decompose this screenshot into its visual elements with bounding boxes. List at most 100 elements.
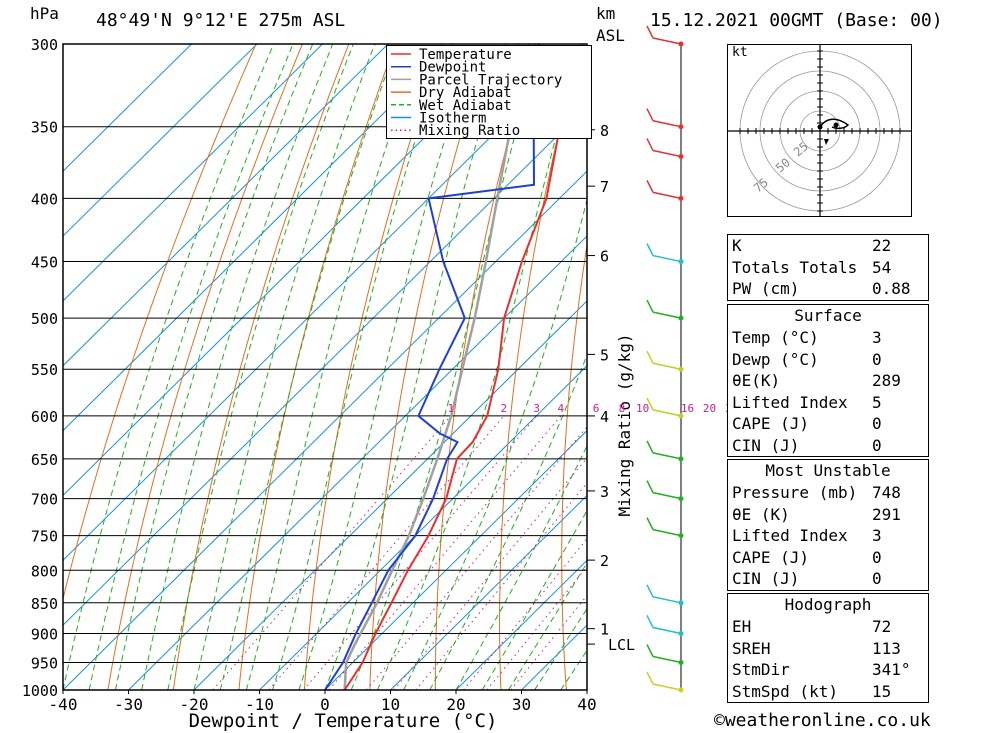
wet-adiabat-line [272, 44, 448, 690]
parcel-trajectory-line [343, 44, 531, 690]
wind-barb-flag [646, 440, 654, 454]
most-unstable-title: Most Unstable [765, 461, 891, 480]
pressure-tick-label: 600 [31, 408, 58, 426]
pressure-tick-label: 850 [31, 595, 58, 613]
wet-adiabat-line [167, 44, 354, 690]
height-tick-label: 2 [600, 552, 609, 570]
index-value: 0 [872, 435, 882, 455]
legend-label: Mixing Ratio [419, 123, 520, 138]
hodograph-unit-label: kt [732, 45, 748, 60]
isotherm-line [455, 559, 587, 690]
index-value: 748 [872, 483, 901, 502]
wet-adiabat-line [114, 44, 314, 690]
height-tick-label: 6 [600, 248, 609, 266]
mixing-ratio-label: 10 [636, 402, 649, 415]
x-tick-label: 30 [512, 695, 531, 714]
location-label: 48°49'N 9°12'E 275m ASL [96, 10, 346, 31]
mixing-ratio-line [366, 425, 587, 690]
wind-barb-flag [646, 397, 654, 411]
wind-level-dot [678, 413, 684, 419]
wind-barb-flag [646, 299, 654, 313]
index-row: PW (cm) 0.88 [728, 278, 928, 300]
wet-adiabat-line [141, 44, 334, 690]
isotherm-line [63, 44, 192, 172]
mixing-ratio-label: 20 [703, 402, 716, 415]
credit-link[interactable]: ©weatheronline.co.uk [714, 710, 931, 731]
pressure-tick-label: 750 [31, 528, 58, 546]
isotherm-line [63, 44, 323, 302]
legend-label: Parcel Trajectory [419, 72, 562, 88]
index-row: CAPE (J) 0 [728, 547, 928, 569]
height-tick-label: 4 [600, 408, 609, 426]
wind-barb-flag [646, 138, 654, 151]
wind-level-dot [678, 41, 684, 47]
x-tick-label: 10 [381, 695, 400, 714]
x-tick-label: -40 [49, 695, 78, 714]
wind-barb [652, 149, 682, 158]
wind-barb [652, 528, 682, 537]
index-row: CAPE (J) 0 [728, 413, 928, 435]
index-row: K 22 [728, 235, 928, 257]
wind-level-dot [678, 496, 684, 502]
wind-barb [652, 119, 682, 128]
index-label: Temp (°C) [732, 328, 819, 347]
height-tick-label: 3 [600, 483, 609, 501]
index-value: 72 [872, 617, 892, 636]
pressure-tick-label: 950 [31, 654, 58, 672]
index-row: EH 72 [728, 616, 928, 638]
legend-label: Isotherm [419, 111, 486, 127]
x-tick-label: 40 [577, 695, 596, 714]
mixing-ratio-label: 1 [448, 402, 455, 415]
wind-level-dot [678, 124, 684, 130]
wind-level-dot [678, 366, 684, 372]
index-label: θE(K) [732, 371, 781, 390]
height-tick-label: 1 [600, 621, 609, 639]
wet-adiabat-line [219, 44, 398, 690]
pressure-tick-label: 400 [31, 190, 58, 208]
isotherm-line [324, 429, 587, 690]
legend-label: Temperature [419, 47, 512, 63]
wet-adiabat-line [376, 44, 582, 690]
height-tick-label: LCL [608, 636, 635, 654]
index-row: StmDir 341° [728, 659, 928, 681]
mixing-ratio-axis-title: Mixing Ratio (g/kg) [615, 333, 634, 516]
index-label: CIN (J) [732, 569, 800, 588]
index-label: Dewp (°C) [732, 349, 819, 369]
isotherm-line [63, 44, 389, 367]
index-row: θE(K) 289 [728, 370, 928, 392]
wind-level-dot [678, 195, 684, 201]
pressure-tick-label: 300 [31, 36, 58, 54]
wind-barb [652, 362, 682, 370]
wind-level-dot [678, 659, 684, 665]
index-value: 22 [872, 236, 892, 255]
isotherm-line [63, 44, 585, 562]
index-label: CAPE (J) [732, 414, 810, 433]
pressure-unit-label: hPa [30, 4, 59, 23]
x-axis-title: Dewpoint / Temperature (°C) [189, 710, 498, 732]
wind-level-dot [678, 600, 684, 606]
legend: Temperature Dewpoint Parcel Trajectory Dry … [386, 45, 592, 139]
temperature-line [343, 85, 587, 690]
wind-barb [652, 596, 682, 604]
index-row: Totals Totals 54 [728, 257, 928, 279]
surface-table: Surface Temp (°C) 3 Dewp (°C) 0 θE(K) 289 Lift… [727, 304, 929, 457]
pressure-tick-label: 1000 [22, 682, 58, 700]
mixing-ratio-label: 2 [501, 402, 508, 415]
wind-barb [652, 37, 682, 45]
index-value: 341° [872, 660, 911, 679]
surface-title: Surface [794, 306, 862, 325]
wind-barb-flag [646, 480, 654, 493]
x-tick-label: -30 [114, 695, 143, 714]
wet-adiabat-line [350, 44, 542, 690]
height-tick-label: 8 [600, 122, 609, 140]
legend-label: Dewpoint [419, 60, 486, 76]
index-label: EH [732, 617, 752, 636]
wind-barb [652, 452, 682, 460]
isotherm-line [259, 365, 587, 690]
index-label: θE (K) [732, 504, 790, 524]
isotherm-line [390, 494, 587, 690]
index-label: SREH [732, 638, 771, 658]
wind-barb-flag [646, 180, 654, 193]
legend-label: Wet Adiabat [419, 98, 512, 114]
